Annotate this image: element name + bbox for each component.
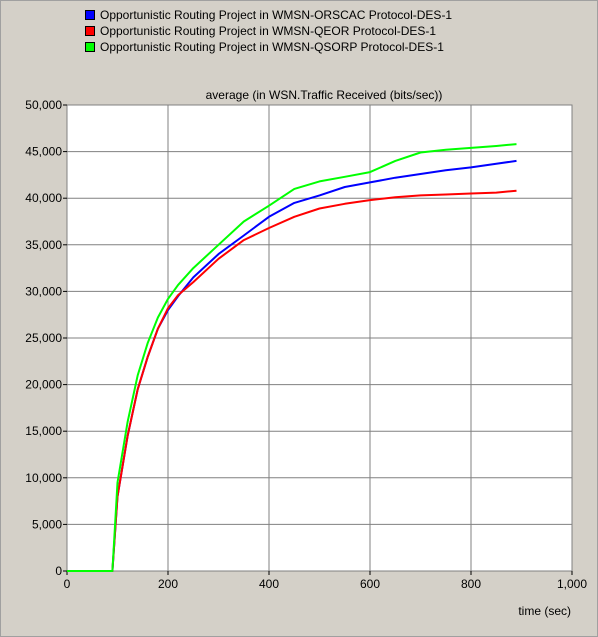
y-tick-label: 15,000: [25, 424, 62, 438]
legend-label-orscac: Opportunistic Routing Project in WMSN-OR…: [100, 8, 453, 22]
y-tick-label: 30,000: [25, 284, 62, 298]
series-line-qsorp: [67, 143, 517, 572]
y-axis: 0 5,000 10,000 15,000 20,000 25,000 30,000 35,0…: [25, 98, 67, 578]
x-tick-label: 0: [64, 577, 71, 591]
grid-lines: [67, 105, 572, 571]
chart-title: average (in WSN.Traffic Received (bits/s…: [206, 88, 443, 102]
series-line-qeor: [67, 189, 517, 572]
x-tick-label: 800: [461, 577, 481, 591]
x-tick-label: 200: [158, 577, 178, 591]
y-tick-label: 0: [55, 564, 62, 578]
x-tick-label: 1,000: [557, 577, 587, 591]
legend-label-qsorp: Opportunistic Routing Project in WMSN-QS…: [100, 40, 444, 54]
y-tick-label: 25,000: [25, 331, 62, 345]
x-tick-label: 400: [259, 577, 279, 591]
y-tick-label: 5,000: [32, 517, 62, 531]
legend-swatch-orscac: [85, 10, 95, 20]
legend-label-qeor: Opportunistic Routing Project in WMSN-QE…: [100, 24, 437, 38]
x-axis-label: time (sec): [518, 604, 571, 618]
x-axis: 0 200 400 600 800 1,000: [64, 571, 587, 591]
x-tick-label: 600: [360, 577, 380, 591]
legend: Opportunistic Routing Project in WMSN-OR…: [85, 7, 452, 55]
y-tick-label: 10,000: [25, 471, 62, 485]
legend-item-qeor: Opportunistic Routing Project in WMSN-QE…: [85, 23, 452, 39]
series-lines: [67, 143, 517, 572]
y-tick-label: 20,000: [25, 378, 62, 392]
y-tick-label: 35,000: [25, 238, 62, 252]
y-tick-label: 40,000: [25, 191, 62, 205]
legend-item-orscac: Opportunistic Routing Project in WMSN-OR…: [85, 7, 452, 23]
legend-item-qsorp: Opportunistic Routing Project in WMSN-QS…: [85, 39, 452, 55]
legend-swatch-qsorp: [85, 42, 95, 52]
legend-swatch-qeor: [85, 26, 95, 36]
y-tick-label: 50,000: [25, 98, 62, 112]
y-tick-label: 45,000: [25, 145, 62, 159]
